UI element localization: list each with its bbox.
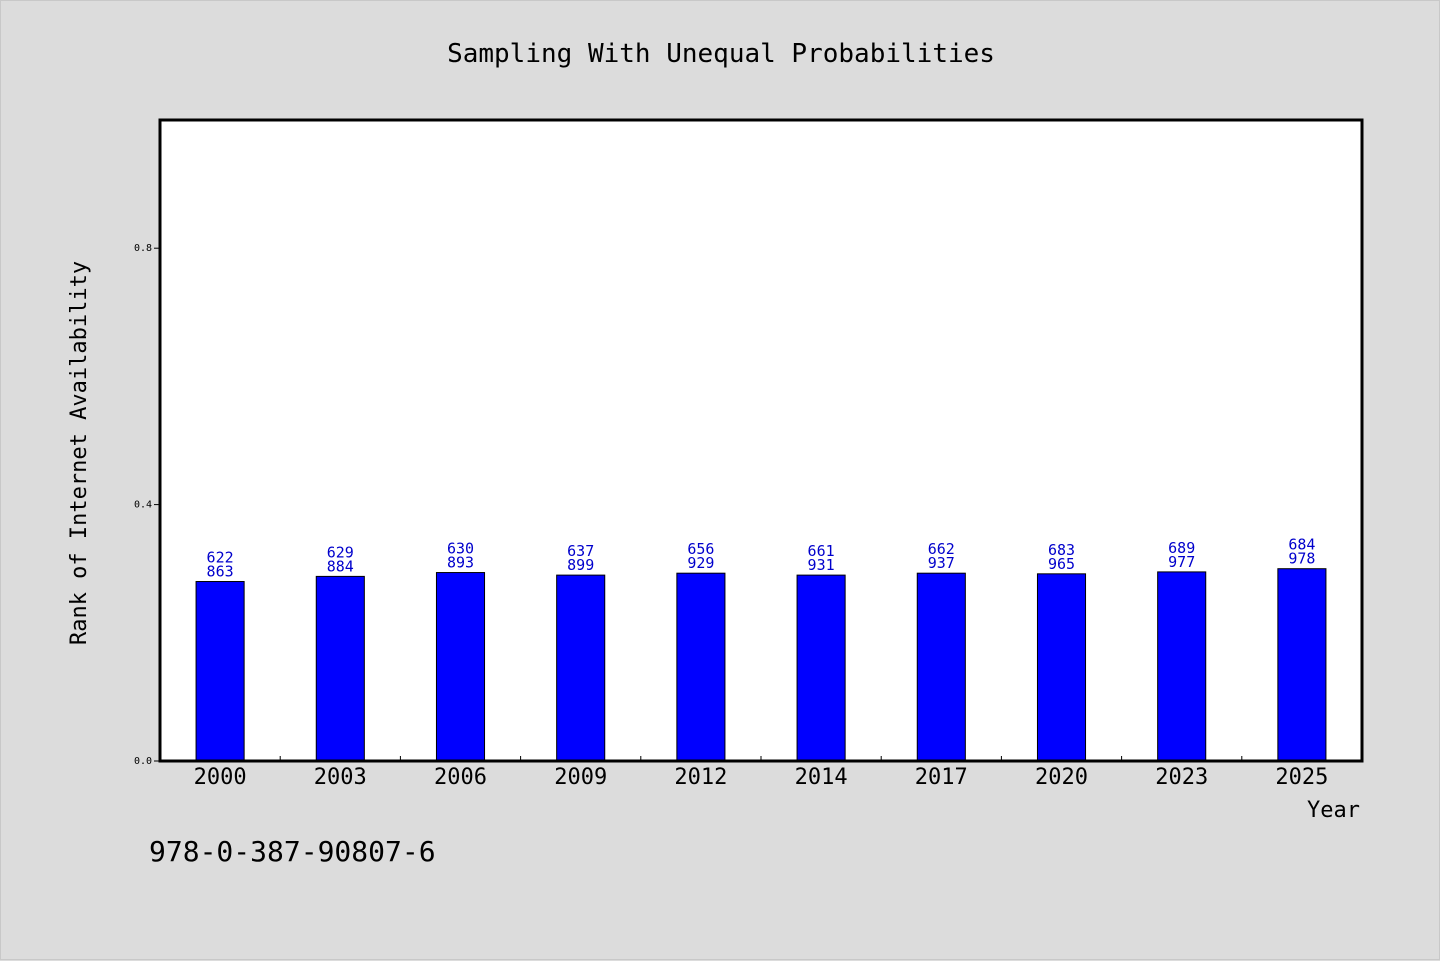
x-tick-label-2023: 2023 <box>1155 765 1208 790</box>
bar-2012 <box>676 572 726 762</box>
bar-label-bottom-2017: 937 <box>928 554 955 572</box>
bars-group <box>195 568 1327 762</box>
bar-label-top-2000: 622 <box>207 549 234 567</box>
x-tick-label-2012: 2012 <box>674 765 727 790</box>
bar-label-bottom-2003: 884 <box>327 557 354 575</box>
bar-label-top-2006: 630 <box>447 540 474 558</box>
isbn-text: 978-0-387-90807-6 <box>149 835 436 868</box>
bar-label-bottom-2012: 929 <box>687 554 714 572</box>
x-tick-label-2025: 2025 <box>1275 765 1328 790</box>
bar-label-top-2023: 689 <box>1168 539 1195 557</box>
bar-2009 <box>556 574 606 762</box>
bar-label-top-2017: 662 <box>928 540 955 558</box>
x-tick-label-2003: 2003 <box>314 765 367 790</box>
y-axis-label: Rank of Internet Availability <box>67 261 92 645</box>
x-axis: 2000 2003 2006 2009 2012 2014 2017 2020 2023 2025 <box>194 756 1328 790</box>
x-tick-label-2009: 2009 <box>554 765 607 790</box>
bar-label-bottom-2009: 899 <box>567 556 594 574</box>
bar-label-top-2020: 683 <box>1048 541 1075 559</box>
bar-label-top-2014: 661 <box>808 542 835 560</box>
bar-label-bottom-2025: 978 <box>1288 550 1315 568</box>
x-tick-label-2017: 2017 <box>915 765 968 790</box>
bar-label-bottom-2023: 977 <box>1168 553 1195 571</box>
bar-label-top-2012: 656 <box>687 540 714 558</box>
x-tick-label-2006: 2006 <box>434 765 487 790</box>
bar-2006 <box>435 572 486 762</box>
bar-label-bottom-2000: 863 <box>207 563 234 581</box>
y-axis: 0.0 0.4 0.8 <box>134 243 160 767</box>
y-tick-label: 0.0 <box>134 756 152 767</box>
bar-2014 <box>796 574 846 762</box>
bar-2003 <box>315 575 365 762</box>
x-tick-label-2000: 2000 <box>194 765 247 790</box>
y-tick-label: 0.8 <box>134 243 152 254</box>
chart-title: Sampling With Unequal Probabilities <box>447 39 995 69</box>
bar-2025 <box>1277 568 1327 762</box>
x-axis-label: Year <box>1307 798 1360 823</box>
bar-label-bottom-2014: 931 <box>808 556 835 574</box>
bar-2017 <box>916 572 966 762</box>
bar-label-top-2003: 629 <box>327 543 354 561</box>
bar-2000 <box>195 581 245 762</box>
x-tick-label-2014: 2014 <box>795 765 848 790</box>
x-tick-label-2020: 2020 <box>1035 765 1088 790</box>
plot-frame <box>158 118 1364 763</box>
bar-2023 <box>1157 571 1207 762</box>
y-tick-label: 0.4 <box>134 500 152 511</box>
bar-label-bottom-2006: 893 <box>447 554 474 572</box>
bar-label-top-2009: 637 <box>567 542 594 560</box>
bar-label-bottom-2020: 965 <box>1048 555 1075 573</box>
bar-label-top-2025: 684 <box>1288 536 1315 554</box>
bar-2020 <box>1036 573 1087 762</box>
bar-labels-group: 6228636298846308936378996569296619316629… <box>207 536 1316 581</box>
